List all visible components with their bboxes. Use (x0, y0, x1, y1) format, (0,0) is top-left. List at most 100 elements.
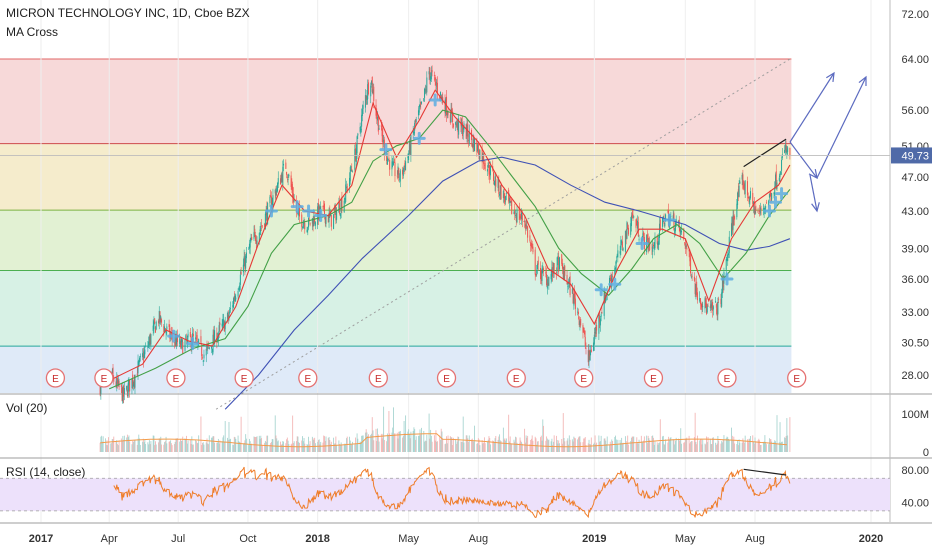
candle-body[interactable] (688, 249, 690, 252)
candle-body[interactable] (349, 177, 351, 187)
candle-body[interactable] (409, 142, 411, 154)
candle-body[interactable] (261, 225, 263, 227)
candle-body[interactable] (493, 172, 495, 182)
candle-body[interactable] (524, 221, 526, 223)
candle-body[interactable] (245, 255, 247, 269)
candle-body[interactable] (323, 205, 325, 207)
candle-body[interactable] (308, 218, 310, 228)
candle-body[interactable] (774, 186, 776, 197)
candle-body[interactable] (462, 132, 464, 134)
candle-body[interactable] (532, 246, 534, 253)
candle-body[interactable] (749, 198, 751, 205)
candle-body[interactable] (362, 105, 364, 110)
candle-body[interactable] (458, 118, 460, 135)
candle-body[interactable] (460, 117, 462, 126)
candle-body[interactable] (768, 193, 770, 198)
candle-body[interactable] (706, 303, 708, 314)
candle-body[interactable] (649, 242, 651, 251)
candle-body[interactable] (746, 181, 748, 196)
candle-body[interactable] (286, 172, 288, 175)
candle-body[interactable] (726, 258, 728, 261)
candle-body[interactable] (690, 257, 692, 274)
candle-body[interactable] (154, 326, 156, 333)
candle-body[interactable] (657, 242, 659, 245)
candle-body[interactable] (616, 255, 618, 257)
candle-body[interactable] (205, 349, 207, 356)
candle-body[interactable] (313, 215, 315, 227)
candle-body[interactable] (226, 312, 228, 319)
candle-body[interactable] (499, 194, 501, 196)
candle-body[interactable] (531, 243, 533, 249)
candle-body[interactable] (747, 196, 749, 198)
candle-body[interactable] (580, 318, 582, 326)
candle-body[interactable] (176, 334, 178, 345)
candle-body[interactable] (245, 252, 247, 259)
candle-body[interactable] (123, 388, 125, 394)
candle-body[interactable] (609, 280, 611, 281)
candle-body[interactable] (227, 313, 229, 319)
candle-body[interactable] (445, 98, 447, 114)
candle-body[interactable] (213, 331, 215, 342)
candle-body[interactable] (378, 128, 380, 130)
candle-body[interactable] (732, 215, 734, 230)
candle-body[interactable] (345, 186, 347, 188)
candle-body[interactable] (643, 232, 645, 236)
candle-body[interactable] (233, 298, 235, 308)
candle-body[interactable] (568, 279, 570, 283)
ma-cross-marker[interactable] (635, 236, 649, 250)
candle-body[interactable] (786, 149, 788, 155)
candle-body[interactable] (148, 341, 150, 346)
candle-body[interactable] (530, 242, 532, 247)
candle-body[interactable] (593, 334, 595, 345)
candle-body[interactable] (120, 384, 122, 388)
candle-body[interactable] (659, 223, 661, 238)
candle-body[interactable] (733, 216, 735, 220)
candle-body[interactable] (314, 218, 316, 223)
candle-body[interactable] (147, 345, 149, 349)
candle-body[interactable] (334, 206, 336, 211)
candle-body[interactable] (622, 248, 624, 251)
candle-body[interactable] (555, 272, 557, 274)
candle-body[interactable] (142, 353, 144, 358)
candle-body[interactable] (179, 340, 181, 348)
candle-body[interactable] (446, 114, 448, 116)
candle-body[interactable] (430, 76, 432, 82)
candle-body[interactable] (234, 296, 236, 301)
candle-body[interactable] (361, 114, 363, 127)
candle-body[interactable] (525, 224, 527, 227)
candle-body[interactable] (489, 171, 491, 177)
candle-body[interactable] (419, 104, 421, 108)
candle-body[interactable] (391, 161, 393, 170)
candle-body[interactable] (339, 213, 341, 217)
candle-body[interactable] (553, 263, 555, 272)
candle-body[interactable] (389, 159, 391, 170)
candle-body[interactable] (356, 136, 358, 154)
candle-body[interactable] (489, 165, 491, 176)
candle-body[interactable] (150, 334, 152, 345)
candle-body[interactable] (218, 325, 220, 332)
candle-body[interactable] (674, 229, 676, 234)
candle-body[interactable] (261, 225, 263, 227)
candle-body[interactable] (306, 229, 308, 233)
ma-cross-marker[interactable] (379, 143, 393, 157)
candle-body[interactable] (780, 171, 782, 175)
candle-body[interactable] (164, 326, 166, 333)
candle-body[interactable] (762, 208, 764, 209)
candle-body[interactable] (189, 332, 191, 337)
candle-body[interactable] (653, 247, 655, 250)
candle-body[interactable] (217, 338, 219, 341)
candle-body[interactable] (631, 212, 633, 218)
candle-body[interactable] (276, 183, 278, 192)
candle-body[interactable] (548, 277, 550, 286)
candle-body[interactable] (775, 171, 777, 188)
candle-body[interactable] (420, 102, 422, 105)
candle-body[interactable] (615, 260, 617, 264)
candle-body[interactable] (292, 186, 294, 197)
candle-body[interactable] (781, 160, 783, 171)
candle-body[interactable] (249, 242, 251, 248)
candle-body[interactable] (590, 350, 592, 356)
candle-body[interactable] (239, 285, 241, 291)
candle-body[interactable] (160, 316, 162, 319)
candle-body[interactable] (222, 319, 224, 327)
